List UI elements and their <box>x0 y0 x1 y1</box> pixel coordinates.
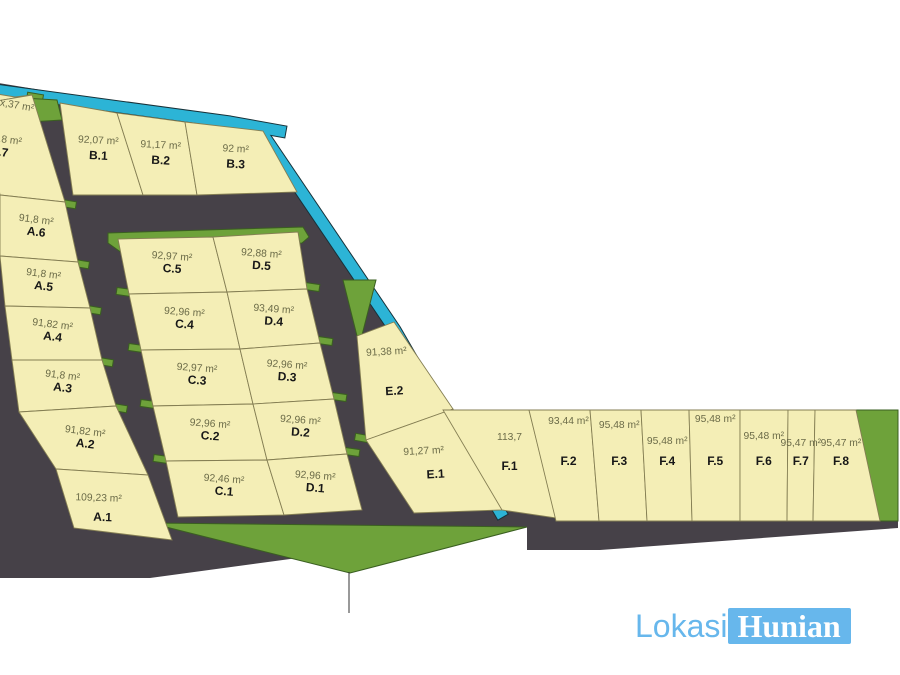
svg-text:92 m²: 92 m² <box>222 143 249 155</box>
svg-text:109,23 m²: 109,23 m² <box>75 492 122 505</box>
svg-text:92,07 m²: 92,07 m² <box>78 134 120 147</box>
svg-text:B.2: B.2 <box>151 153 171 168</box>
svg-text:A.6: A.6 <box>26 224 47 240</box>
svg-text:F.5: F.5 <box>707 454 723 468</box>
svg-text:95,48 m²: 95,48 m² <box>743 431 784 442</box>
svg-text:F.1: F.1 <box>501 459 517 473</box>
svg-text:91,17 m²: 91,17 m² <box>140 139 182 152</box>
svg-text:95,48 m²: 95,48 m² <box>647 436 688 447</box>
svg-text:C.5: C.5 <box>162 261 182 276</box>
svg-text:F.2: F.2 <box>560 454 576 468</box>
svg-text:E.1: E.1 <box>426 467 445 482</box>
svg-text:A.3: A.3 <box>53 379 74 395</box>
svg-text:91,38 m²: 91,38 m² <box>366 346 408 359</box>
svg-text:95,47 m²: 95,47 m² <box>780 438 821 449</box>
svg-text:A.4: A.4 <box>43 328 64 344</box>
svg-text:113,7: 113,7 <box>497 432 522 443</box>
svg-text:F.6: F.6 <box>756 454 772 468</box>
svg-text:C.3: C.3 <box>187 373 207 388</box>
svg-text:91,27 m²: 91,27 m² <box>403 445 445 458</box>
svg-text:B.1: B.1 <box>89 148 109 163</box>
svg-text:D.1: D.1 <box>305 480 325 495</box>
svg-text:95,47 m²: 95,47 m² <box>821 438 862 449</box>
svg-text:95,48 m²: 95,48 m² <box>599 420 640 431</box>
svg-text:D.3: D.3 <box>277 369 297 384</box>
svg-text:C.2: C.2 <box>200 428 220 443</box>
svg-text:F.8: F.8 <box>833 454 849 468</box>
svg-text:F.7: F.7 <box>793 454 809 468</box>
svg-text:E.2: E.2 <box>385 383 404 398</box>
svg-text:B.3: B.3 <box>226 157 246 172</box>
svg-text:95,48 m²: 95,48 m² <box>695 414 736 425</box>
svg-text:93,44 m²: 93,44 m² <box>548 416 589 427</box>
svg-text:F.3: F.3 <box>611 454 627 468</box>
svg-text:D.2: D.2 <box>291 425 311 440</box>
svg-text:A.1: A.1 <box>93 510 112 525</box>
svg-text:F.4: F.4 <box>659 454 675 468</box>
svg-text:C.4: C.4 <box>175 317 195 332</box>
svg-text:D.4: D.4 <box>264 314 284 329</box>
svg-text:A.5: A.5 <box>34 278 55 294</box>
svg-text:A.2: A.2 <box>75 435 96 451</box>
svg-text:C.1: C.1 <box>214 484 234 499</box>
svg-text:D.5: D.5 <box>252 258 272 273</box>
